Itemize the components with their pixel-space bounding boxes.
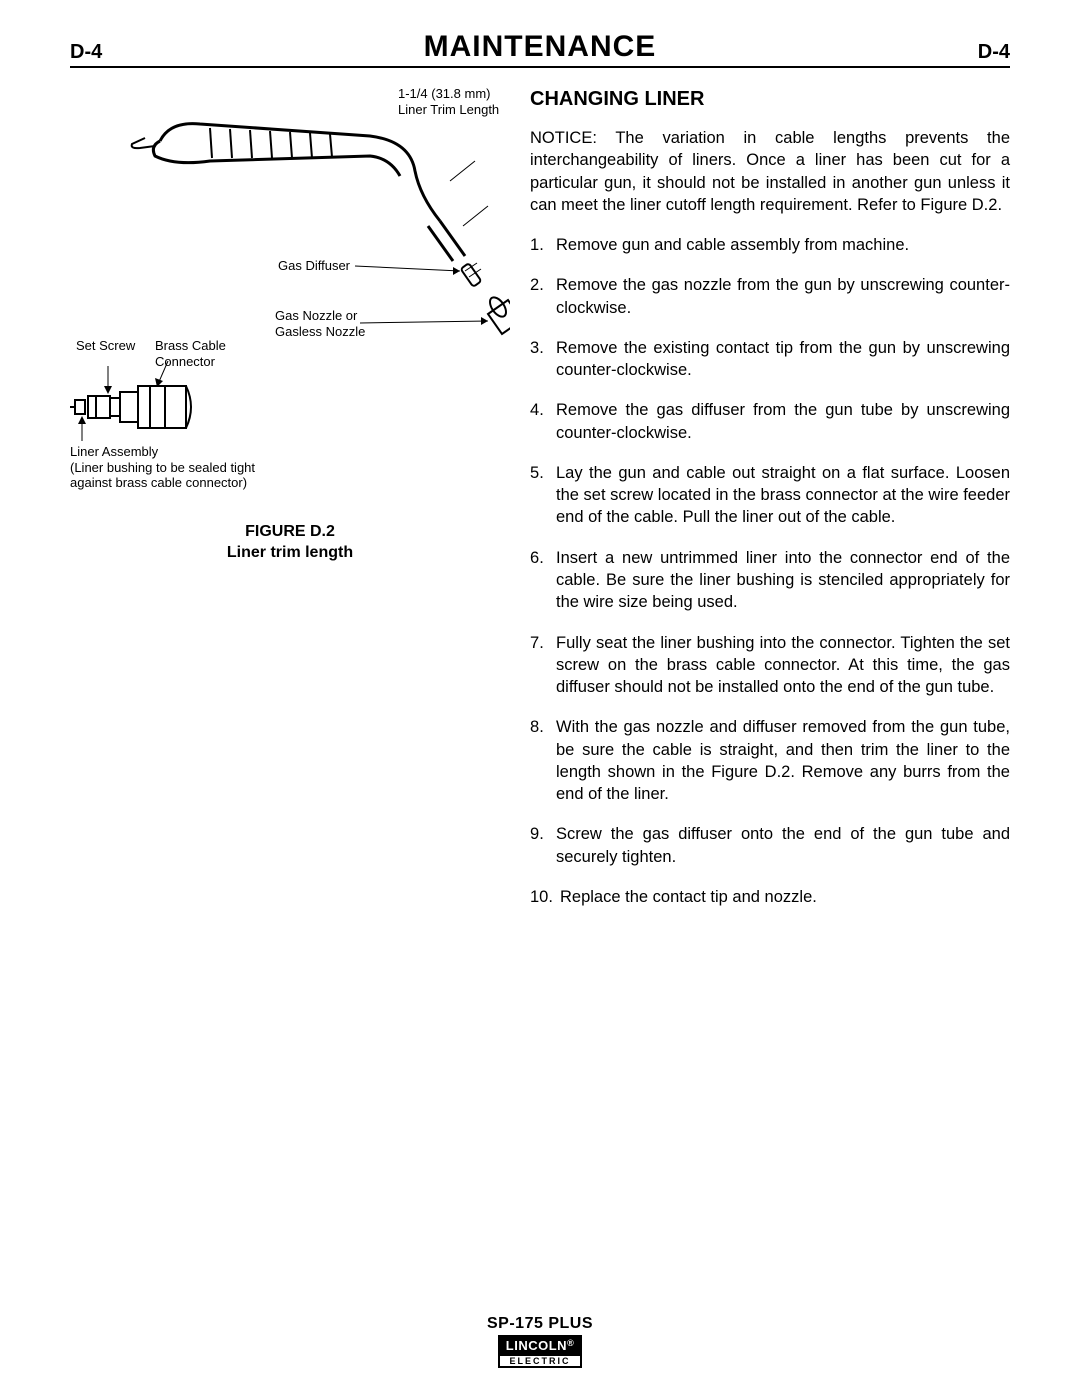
header-section-left: D-4: [70, 41, 102, 64]
liner-asm-l2: (Liner bushing to be sealed tight: [70, 460, 255, 475]
brand-top: LINCOLN®: [498, 1335, 582, 1356]
trim-label-text: Liner Trim Length: [398, 102, 499, 117]
step-item: Fully seat the liner bushing into the co…: [530, 632, 1010, 699]
figure-column: 1-1/4 (31.8 mm) Liner Trim Length Gas Di…: [70, 86, 510, 926]
brass-cable-label: Brass Cable Connector: [155, 338, 226, 369]
registered-mark: ®: [567, 1338, 574, 1348]
brand-top-text: LINCOLN: [506, 1338, 567, 1353]
step-item: Remove the gas diffuser from the gun tub…: [530, 399, 1010, 444]
step-item: Insert a new untrimmed liner into the co…: [530, 547, 1010, 614]
set-screw-label: Set Screw: [76, 338, 135, 354]
notice-paragraph: NOTICE: The variation in cable lengths p…: [530, 127, 1010, 216]
main-content: 1-1/4 (31.8 mm) Liner Trim Length Gas Di…: [70, 86, 1010, 926]
figure-number: FIGURE D.2: [245, 523, 335, 540]
header-section-right: D-4: [978, 41, 1010, 64]
figure-caption: FIGURE D.2 Liner trim length: [70, 522, 510, 564]
trim-dim-label: 1-1/4 (31.8 mm) Liner Trim Length: [398, 86, 499, 117]
step-item: Remove the existing contact tip from the…: [530, 337, 1010, 382]
liner-asm-l3: against brass cable connector): [70, 475, 247, 490]
footer-brand-logo: LINCOLN® ELECTRIC: [498, 1335, 582, 1368]
step-item: Replace the contact tip and nozzle.: [530, 886, 1010, 908]
gas-nozzle-l2: Gasless Nozzle: [275, 324, 365, 339]
gas-diffuser-label: Gas Diffuser: [278, 258, 350, 274]
text-column: CHANGING LINER NOTICE: The variation in …: [530, 86, 1010, 926]
page-header: D-4 MAINTENANCE D-4: [70, 30, 1010, 68]
figure-title: Liner trim length: [227, 544, 353, 561]
connector-text: Connector: [155, 354, 215, 369]
brass-cable-text: Brass Cable: [155, 338, 226, 353]
step-item: Remove gun and cable assembly from machi…: [530, 234, 1010, 256]
step-item: With the gas nozzle and diffuser removed…: [530, 716, 1010, 805]
steps-list: Remove gun and cable assembly from machi…: [530, 234, 1010, 908]
page-footer: SP-175 PLUS LINCOLN® ELECTRIC: [0, 1315, 1080, 1369]
brand-bottom: ELECTRIC: [498, 1356, 582, 1368]
liner-assembly-label: Liner Assembly (Liner bushing to be seal…: [70, 444, 255, 491]
step-item: Lay the gun and cable out straight on a …: [530, 462, 1010, 529]
header-title: MAINTENANCE: [424, 30, 657, 64]
gas-nozzle-label: Gas Nozzle or Gasless Nozzle: [275, 308, 365, 339]
gas-nozzle-l1: Gas Nozzle or: [275, 308, 357, 323]
section-heading: CHANGING LINER: [530, 86, 1010, 113]
figure-diagram: 1-1/4 (31.8 mm) Liner Trim Length Gas Di…: [70, 86, 510, 516]
liner-asm-l1: Liner Assembly: [70, 444, 158, 459]
step-item: Screw the gas diffuser onto the end of t…: [530, 823, 1010, 868]
step-item: Remove the gas nozzle from the gun by un…: [530, 274, 1010, 319]
footer-model: SP-175 PLUS: [0, 1315, 1080, 1333]
gun-diagram-svg: [70, 86, 510, 486]
trim-dim-value: 1-1/4 (31.8 mm): [398, 86, 490, 101]
